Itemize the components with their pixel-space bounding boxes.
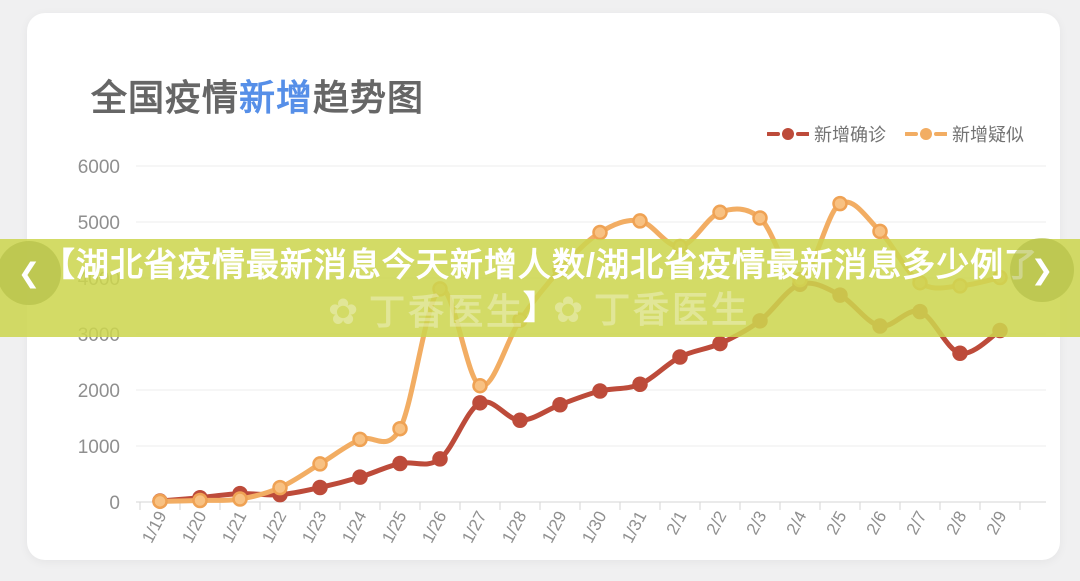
banner-text-line-1: 【湖北省疫情最新消息今天新增人数/湖北省疫情最新消息多少例了: [41, 246, 1039, 283]
chevron-right-icon: ❯: [1030, 254, 1054, 285]
prev-banner-button[interactable]: ❮: [0, 241, 61, 305]
chevron-left-icon: ❮: [17, 257, 41, 288]
suspected-series-marker-icon: [905, 128, 947, 140]
title-highlight: 新增: [239, 77, 314, 118]
title-prefix: 全国疫情: [91, 77, 240, 118]
chart-legend: 新增确诊 新增疑似: [767, 121, 1024, 147]
next-banner-button[interactable]: ❯: [1010, 238, 1074, 302]
legend-label-suspected: 新增疑似: [952, 125, 1024, 145]
news-ticker-banner[interactable]: ✿ 丁香医生 ✿ 丁香医生 【湖北省疫情最新消息今天新增人数/湖北省疫情最新消息多少…: [0, 239, 1080, 337]
legend-item-suspected[interactable]: 新增疑似: [905, 121, 1024, 147]
banner-text-line-2: 】: [523, 289, 557, 326]
chart-title: 全国疫情新增趋势图: [91, 69, 424, 121]
legend-item-confirmed[interactable]: 新增确诊: [767, 121, 886, 147]
confirmed-series-marker-icon: [767, 128, 809, 140]
title-suffix: 趋势图: [313, 77, 425, 118]
legend-label-confirmed: 新增确诊: [814, 125, 886, 145]
